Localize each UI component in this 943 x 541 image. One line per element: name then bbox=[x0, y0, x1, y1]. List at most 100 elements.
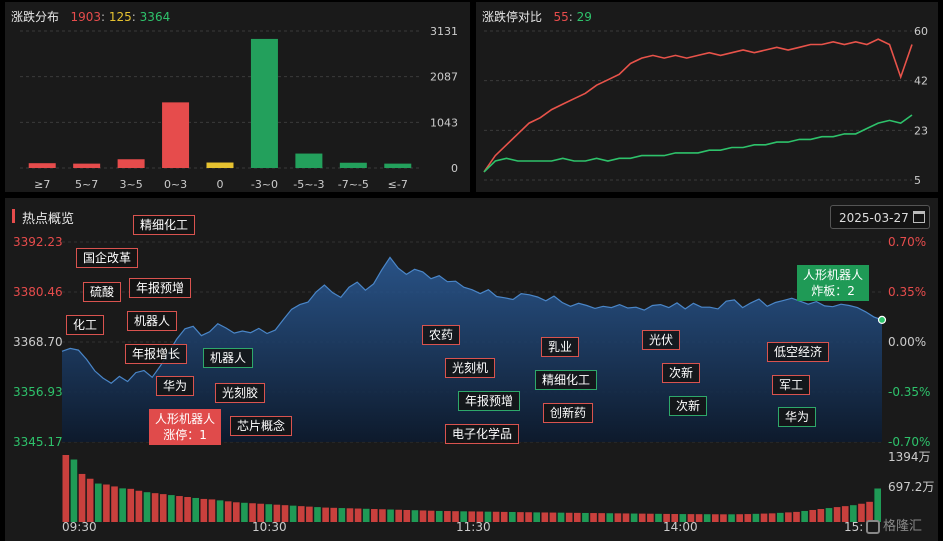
volume-bar bbox=[452, 511, 459, 522]
volume-bar bbox=[785, 512, 792, 522]
event-tag[interactable]: 年报预增 bbox=[129, 278, 192, 298]
event-tag[interactable]: 机器人 bbox=[203, 348, 254, 368]
hot-line bbox=[61, 256, 883, 384]
volume-bar bbox=[825, 508, 833, 522]
volume-bar bbox=[371, 509, 378, 522]
volume-bar bbox=[411, 510, 419, 522]
dist-x-tick: 0 bbox=[217, 178, 224, 191]
volume-bar bbox=[403, 509, 411, 522]
event-tag[interactable]: 年报预增 bbox=[458, 391, 521, 411]
flat-count: 125 bbox=[108, 10, 132, 24]
volume-bar bbox=[306, 506, 313, 522]
volume-bar bbox=[703, 514, 711, 522]
vol-tick: 1394万 bbox=[888, 450, 931, 464]
callout-limit-up: 人形机器人 涨停：1 bbox=[149, 409, 222, 445]
event-tag[interactable]: 光伏 bbox=[642, 330, 681, 350]
volume-bar bbox=[525, 512, 532, 522]
date-picker[interactable]: 2025-03-27 bbox=[830, 205, 930, 229]
event-tag[interactable]: 华为 bbox=[778, 407, 817, 427]
volume-bar bbox=[590, 513, 597, 522]
distribution-panel: 涨跌分布 1903: 125: 3364 bbox=[5, 2, 470, 192]
event-tag[interactable]: 机器人 bbox=[127, 311, 178, 331]
volume-bar bbox=[509, 512, 516, 522]
volume-bar bbox=[273, 504, 281, 522]
brand-logo: 格隆汇 bbox=[866, 515, 922, 534]
volume-bar bbox=[557, 512, 565, 522]
event-tag[interactable]: 精细化工 bbox=[535, 370, 598, 390]
volume-bar bbox=[500, 511, 508, 522]
dist-x-tick: ≥7 bbox=[34, 178, 50, 191]
volume-bar bbox=[257, 503, 264, 522]
dist-y-tick: 1043 bbox=[430, 116, 458, 129]
volume-bar bbox=[768, 513, 776, 522]
up-count: 1903 bbox=[70, 10, 102, 24]
event-tag[interactable]: 精细化工 bbox=[133, 215, 196, 235]
hot-left-tick: 3392.23 bbox=[13, 235, 63, 249]
volume-bar bbox=[330, 507, 338, 522]
dist-x-tick: 0~3 bbox=[164, 178, 187, 191]
event-tag[interactable]: 国企改革 bbox=[76, 248, 139, 268]
vol-tick: 697.2万 bbox=[888, 480, 935, 494]
volume-bar bbox=[695, 514, 703, 522]
event-tag[interactable]: 硫酸 bbox=[83, 282, 122, 302]
volume-bar bbox=[395, 509, 402, 522]
event-tag[interactable]: 化工 bbox=[66, 315, 105, 335]
dist-bar bbox=[28, 163, 56, 168]
volume-bar bbox=[151, 493, 159, 522]
volume-bar bbox=[565, 512, 573, 522]
volume-bar bbox=[379, 509, 386, 522]
volume-bar bbox=[476, 511, 484, 522]
event-tag[interactable]: 芯片概念 bbox=[230, 416, 293, 436]
event-tag[interactable]: 年报增长 bbox=[125, 344, 188, 364]
volume-bar bbox=[362, 508, 370, 522]
event-tag[interactable]: 光刻胶 bbox=[215, 383, 266, 403]
volume-bar bbox=[419, 510, 427, 522]
time-tick: 14:00 bbox=[663, 520, 698, 534]
volume-bar bbox=[736, 514, 743, 522]
volume-bar bbox=[62, 455, 70, 522]
volume-bar bbox=[184, 497, 191, 522]
volume-bar bbox=[435, 510, 443, 522]
distribution-title: 涨跌分布 bbox=[11, 10, 60, 24]
event-tag[interactable]: 次新 bbox=[669, 396, 708, 416]
volume-bar bbox=[679, 514, 687, 522]
event-tag[interactable]: 军工 bbox=[772, 375, 811, 395]
volume-bar bbox=[793, 511, 800, 522]
callout-break-line1: 人形机器人 bbox=[803, 268, 864, 282]
dist-bar bbox=[117, 159, 145, 168]
volume-bar bbox=[119, 488, 126, 522]
volume-bar bbox=[663, 513, 670, 522]
dist-y-tick: 2087 bbox=[430, 71, 458, 84]
event-tag[interactable]: 低空经济 bbox=[767, 342, 830, 362]
event-tag[interactable]: 电子化学品 bbox=[445, 424, 520, 444]
hot-right-tick: -0.70% bbox=[888, 435, 931, 449]
volume-bar bbox=[159, 494, 167, 522]
volume-bar bbox=[687, 514, 695, 522]
dist-y-tick: 0 bbox=[451, 162, 458, 175]
event-tag[interactable]: 乳业 bbox=[541, 337, 580, 357]
callout-break-line2: 炸板：2 bbox=[811, 284, 855, 298]
hot-right-tick: 0.35% bbox=[888, 285, 927, 299]
event-tag[interactable]: 华为 bbox=[156, 376, 195, 396]
volume-bar bbox=[86, 478, 94, 522]
event-tag[interactable]: 创新药 bbox=[543, 403, 594, 423]
volume-bar bbox=[858, 503, 865, 522]
hot-last-point bbox=[877, 315, 887, 325]
volume-bar bbox=[720, 514, 727, 522]
event-tag[interactable]: 次新 bbox=[662, 363, 701, 383]
callout-limit-up-line1: 人形机器人 bbox=[155, 412, 216, 426]
event-tag[interactable]: 农药 bbox=[422, 325, 461, 345]
dist-bar bbox=[295, 153, 323, 168]
limit-y-tick: 42 bbox=[914, 75, 928, 88]
volume-bar bbox=[549, 512, 557, 522]
sep: : bbox=[568, 10, 573, 24]
volume-bar bbox=[850, 505, 857, 522]
limit-title: 涨跌停对比 bbox=[482, 10, 543, 24]
event-tag[interactable]: 光刻机 bbox=[445, 358, 496, 378]
dist-x-tick: -3~0 bbox=[251, 178, 278, 191]
time-tick: 11:30 bbox=[456, 520, 491, 534]
calendar-icon[interactable] bbox=[913, 211, 925, 223]
dist-bar bbox=[73, 163, 101, 168]
volume-bar bbox=[176, 496, 183, 522]
down-count: 3364 bbox=[139, 10, 171, 24]
